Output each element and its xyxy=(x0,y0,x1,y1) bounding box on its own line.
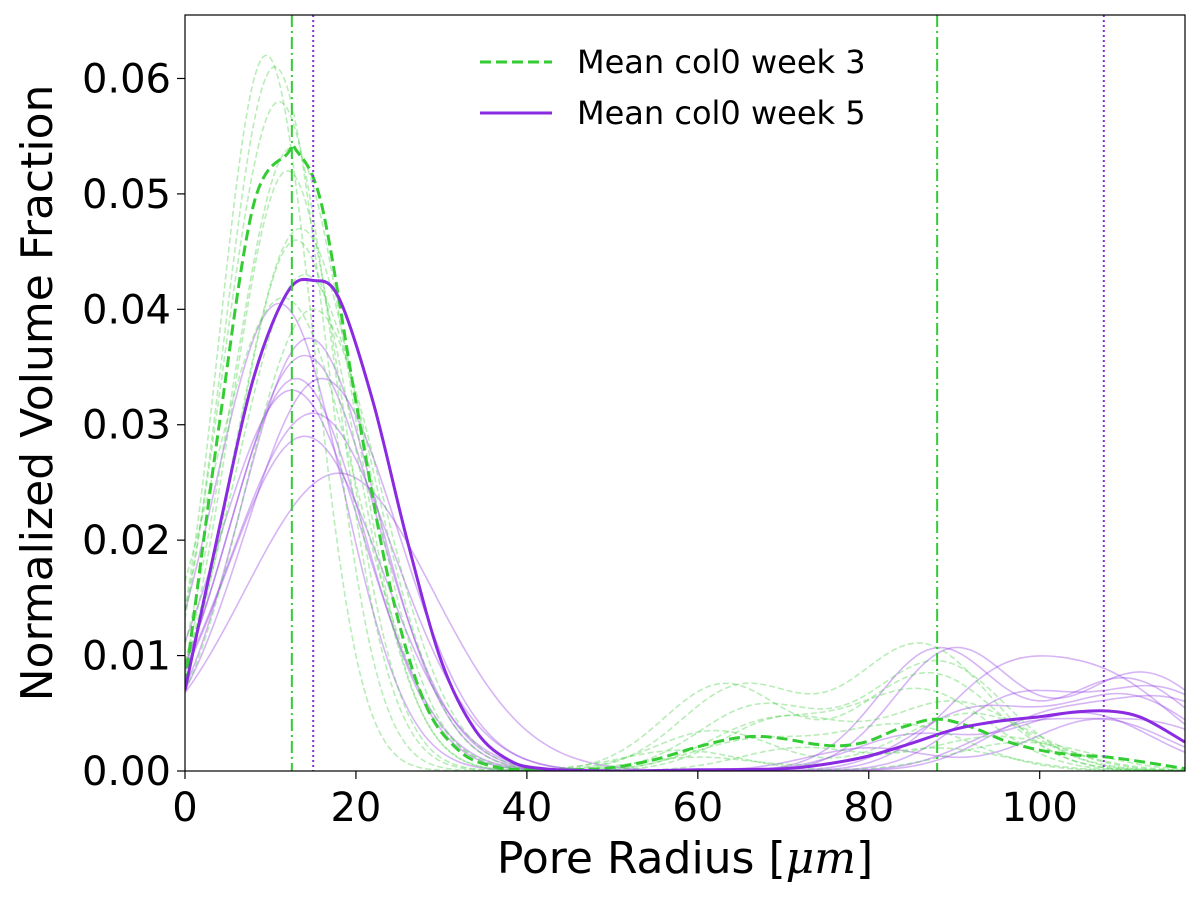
y-tick-label: 0.02 xyxy=(82,518,171,564)
y-tick-label: 0.04 xyxy=(82,287,171,333)
week5-sample-curve-4 xyxy=(185,377,1185,771)
x-tick-label: 0 xyxy=(172,785,197,831)
week5-sample-curve-7 xyxy=(185,412,1185,771)
x-tick-label: 100 xyxy=(1002,785,1078,831)
week3-sample-curve-3 xyxy=(185,100,1185,771)
x-tick-label: 40 xyxy=(501,785,552,831)
marker-lines xyxy=(290,15,1105,771)
legend: Mean col0 week 3 Mean col0 week 5 xyxy=(480,43,866,132)
week5-sample-curve-5 xyxy=(185,377,1185,771)
plot-frame xyxy=(184,14,1186,772)
x-axis-label: Pore Radius [μm] xyxy=(497,833,873,884)
x-tick-label: 80 xyxy=(843,785,894,831)
week5-sample-curve-3 xyxy=(185,354,1185,771)
y-tick-label: 0.00 xyxy=(82,749,171,795)
mean-week5-line xyxy=(185,277,1185,771)
individual-curves xyxy=(185,54,1185,771)
week3-sample-curve-4 xyxy=(185,146,1185,771)
legend-week5-label: Mean col0 week 5 xyxy=(577,94,866,132)
legend-week3-label: Mean col0 week 3 xyxy=(577,43,866,81)
week3-sample-curve-1 xyxy=(185,54,1185,771)
week3-sample-curve-5 xyxy=(185,169,1185,771)
week5-sample-curve-6 xyxy=(185,389,1185,771)
y-axis-ticks: 0.00 0.01 0.02 0.03 0.04 0.05 0.06 xyxy=(82,56,185,795)
week5-sample-curve-2 xyxy=(185,337,1185,771)
mean-curves xyxy=(185,143,1185,771)
week3-sample-curve-10 xyxy=(185,308,1185,771)
x-tick-label: 20 xyxy=(330,785,381,831)
y-tick-label: 0.06 xyxy=(82,56,171,102)
week3-sample-curve-8 xyxy=(185,273,1185,771)
week3-sample-curve-6 xyxy=(185,227,1185,771)
week3-sample-curve-2 xyxy=(185,66,1185,771)
week3-sample-curve-7 xyxy=(185,239,1185,771)
week5-sample-curve-1 xyxy=(185,302,1185,771)
y-tick-label: 0.01 xyxy=(82,634,171,680)
week5-sample-curve-8 xyxy=(185,435,1185,771)
y-axis-label: Normalized Volume Fraction xyxy=(12,85,63,702)
y-tick-label: 0.03 xyxy=(82,403,171,449)
y-tick-label: 0.05 xyxy=(82,172,171,218)
mean-week3-line xyxy=(185,143,1185,771)
x-tick-label: 60 xyxy=(672,785,723,831)
week5-sample-curve-9 xyxy=(185,472,1185,771)
x-axis-ticks: 0 20 40 60 80 100 xyxy=(172,771,1078,831)
